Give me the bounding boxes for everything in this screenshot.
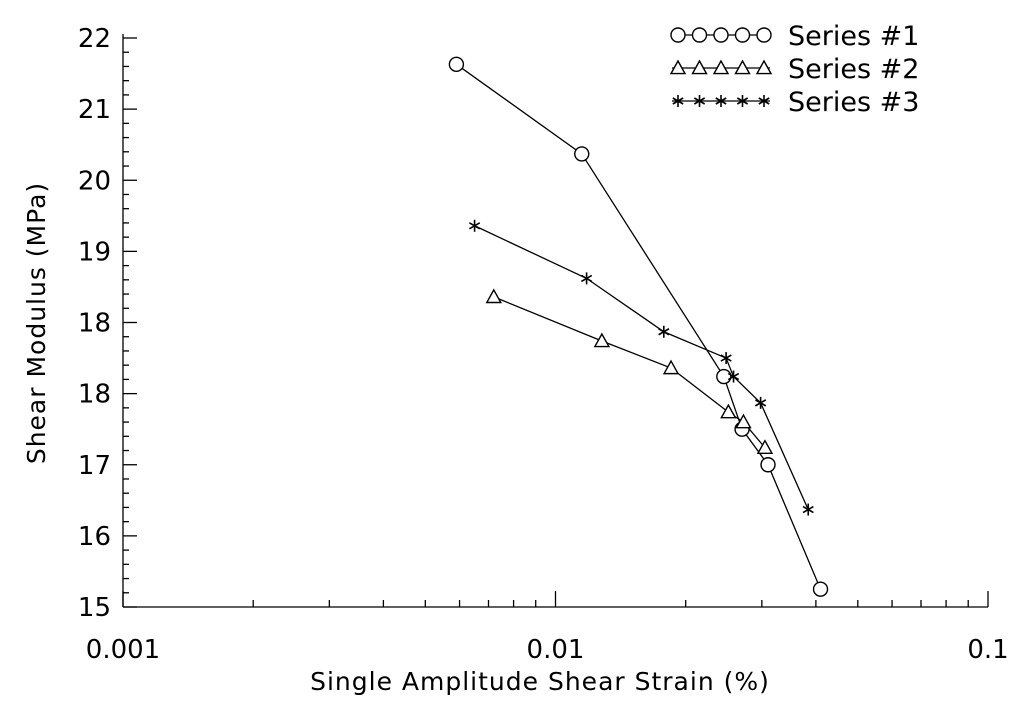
legend-marker [691,59,708,75]
series-3-point [727,370,740,383]
legend-marker [691,27,708,43]
legend-marker [715,95,727,107]
y-tick-label: 20 [78,166,111,196]
series-3 [468,219,814,516]
legend-marker [734,59,751,75]
tick-labels: 15 16 17 18 18 19 20 21 22 0.001 0.01 0.1 [78,24,1009,665]
legend-entry-1: Series #1 [670,21,919,52]
legend-label: Series #3 [788,87,919,118]
series-2-point [485,288,502,304]
series-3-point [720,352,732,365]
series-2-point [735,413,752,429]
legend-marker [669,59,687,75]
series-1-point [448,56,465,73]
y-axis-title: Shear Modulus (MPa) [22,182,51,464]
y-tick-label: 15 [78,593,111,623]
legend-marker [734,27,751,43]
series-1-point [760,457,776,473]
y-tick-label: 19 [78,237,111,267]
series-1-line [456,63,822,590]
legend-marker [756,27,772,43]
legend-label: Series #2 [788,54,919,85]
legend-marker [693,95,706,107]
y-tick-label: 17 [78,451,111,481]
legend-marker [670,27,686,43]
legend-marker [758,95,770,107]
series-3-point [468,219,481,232]
plot-series [448,56,829,597]
series-2-point [662,359,680,375]
legend-marker [672,95,684,107]
series-3-line [474,225,809,510]
legend-entry-2: Series #2 [669,54,919,85]
y-tick-label: 21 [78,95,111,125]
legend-marker [713,27,729,43]
series-2 [485,288,774,454]
x-tick-label: 0.1 [967,635,1008,665]
legend-marker [712,59,730,75]
y-tick-label: 18 [78,380,111,410]
series-2-point [593,332,611,348]
x-axis-title: Single Amplitude Shear Strain (%) [310,667,770,696]
y-tick-label: 18 [78,309,111,339]
series-3-point [580,272,593,285]
y-tick-label: 22 [78,24,111,54]
legend-entry-3: Series #3 [672,87,919,118]
series-1 [448,56,829,597]
x-tick-label: 0.01 [527,635,585,665]
legend-marker [736,95,749,107]
series-1-point [574,146,590,162]
x-tick-label: 0.001 [86,635,160,665]
series-1-point [716,368,732,385]
series-2-point [720,403,737,419]
y-tick-label: 16 [78,522,111,552]
series-3-point [755,396,767,409]
axes [122,34,989,608]
legend-label: Series #1 [788,21,919,52]
series-3-point [802,503,814,516]
series-2-point [756,439,774,454]
series-1-point [812,581,829,597]
series-3-point [658,325,670,338]
legend-marker [755,59,773,75]
